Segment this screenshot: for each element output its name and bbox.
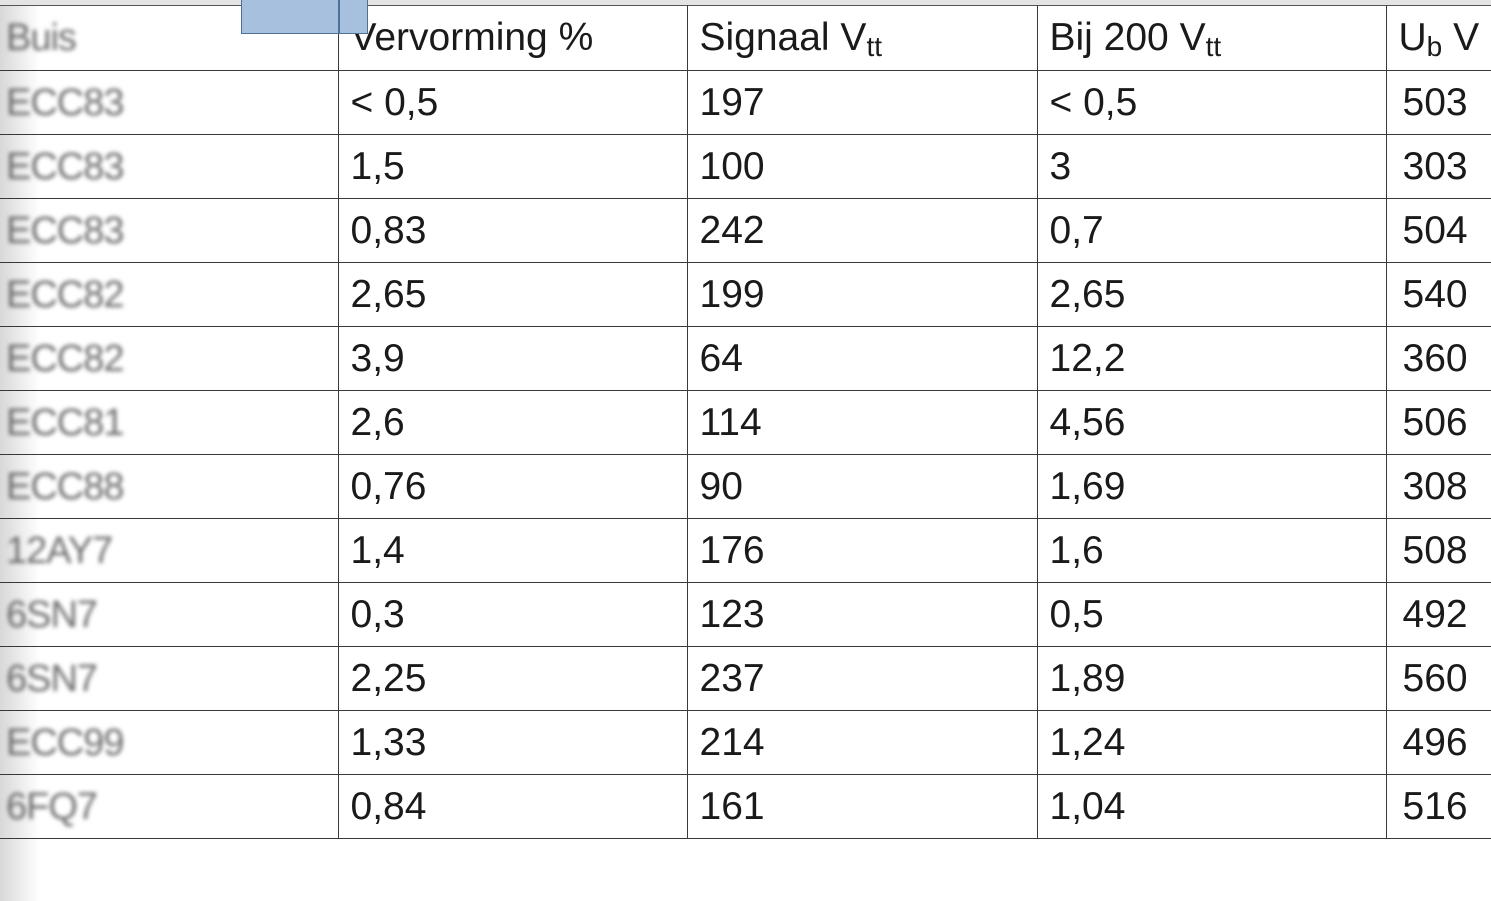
cell-signal: 100 (686, 134, 1038, 199)
cell-at-200: 2,65 (1036, 262, 1387, 327)
cell-at-200: 4,56 (1036, 390, 1387, 455)
cell-at-200: 1,89 (1036, 646, 1387, 711)
cell-distortion: 1,4 (337, 518, 688, 583)
cell-distortion: 0,76 (337, 454, 688, 519)
table-row: 6SN7 0,3 123 0,5 492 (0, 582, 1491, 647)
cell-signal: 161 (686, 774, 1038, 839)
marker-divider (338, 0, 340, 34)
cell-at-200: 1,6 (1036, 518, 1387, 583)
cell-distortion: 2,6 (337, 390, 688, 455)
distortion-table: Buis Vervorming % Signaal Vtt Bij 200 Vt… (0, 5, 1491, 839)
cell-tube: 6SN7 (0, 646, 339, 711)
table-row: ECC99 1,33 214 1,24 496 (0, 710, 1491, 775)
cell-ub: 360 (1385, 326, 1491, 391)
cell-ub: 508 (1385, 518, 1491, 583)
cell-tube: ECC82 (0, 262, 339, 327)
cell-tube: 12AY7 (0, 518, 339, 583)
cell-at-200: 0,5 (1036, 582, 1387, 647)
cell-distortion: 2,25 (337, 646, 688, 711)
highlight-marker (241, 0, 368, 34)
header-at-200: Bij 200 Vtt (1036, 5, 1387, 71)
cell-ub: 506 (1385, 390, 1491, 455)
cell-signal: 123 (686, 582, 1038, 647)
cell-tube: ECC81 (0, 390, 339, 455)
header-ub: Ub V (1385, 5, 1491, 71)
cell-tube: 6SN7 (0, 582, 339, 647)
cell-ub: 492 (1385, 582, 1491, 647)
table-row: 12AY7 1,4 176 1,6 508 (0, 518, 1491, 583)
cell-tube: ECC82 (0, 326, 339, 391)
cell-distortion: < 0,5 (337, 70, 688, 135)
cell-signal: 64 (686, 326, 1038, 391)
cell-ub: 516 (1385, 774, 1491, 839)
cell-signal: 197 (686, 70, 1038, 135)
cell-signal: 199 (686, 262, 1038, 327)
cell-tube: ECC83 (0, 198, 339, 263)
cell-at-200: 3 (1036, 134, 1387, 199)
cell-at-200: 0,7 (1036, 198, 1387, 263)
table-row: ECC82 3,9 64 12,2 360 (0, 326, 1491, 391)
cell-distortion: 1,33 (337, 710, 688, 775)
cell-signal: 237 (686, 646, 1038, 711)
table-row: ECC88 0,76 90 1,69 308 (0, 454, 1491, 519)
cell-at-200: 12,2 (1036, 326, 1387, 391)
table-row: ECC82 2,65 199 2,65 540 (0, 262, 1491, 327)
cell-signal: 214 (686, 710, 1038, 775)
cell-signal: 176 (686, 518, 1038, 583)
cell-tube: ECC83 (0, 134, 339, 199)
cell-distortion: 0,84 (337, 774, 688, 839)
cell-ub: 496 (1385, 710, 1491, 775)
table-row: 6FQ7 0,84 161 1,04 516 (0, 774, 1491, 839)
cell-distortion: 0,3 (337, 582, 688, 647)
cell-at-200: 1,24 (1036, 710, 1387, 775)
cell-at-200: 1,04 (1036, 774, 1387, 839)
cell-ub: 303 (1385, 134, 1491, 199)
header-distortion: Vervorming % (337, 5, 688, 71)
cell-distortion: 3,9 (337, 326, 688, 391)
cell-distortion: 0,83 (337, 198, 688, 263)
table-body: ECC83 < 0,5 197 < 0,5 503 ECC83 1,5 100 3 303 ECC8… (0, 70, 1491, 839)
table-row: ECC83 1,5 100 3 303 (0, 134, 1491, 199)
cell-signal: 114 (686, 390, 1038, 455)
cell-at-200: < 0,5 (1036, 70, 1387, 135)
cell-ub: 504 (1385, 198, 1491, 263)
cell-tube: 6FQ7 (0, 774, 339, 839)
table-row: ECC83 < 0,5 197 < 0,5 503 (0, 70, 1491, 135)
header-signal: Signaal Vtt (686, 5, 1038, 71)
cell-ub: 560 (1385, 646, 1491, 711)
cell-at-200: 1,69 (1036, 454, 1387, 519)
scan-top-edge (0, 0, 1491, 6)
cell-distortion: 2,65 (337, 262, 688, 327)
cell-ub: 308 (1385, 454, 1491, 519)
table-row: ECC81 2,6 114 4,56 506 (0, 390, 1491, 455)
header-row: Buis Vervorming % Signaal Vtt Bij 200 Vt… (0, 5, 1491, 71)
table-row: 6SN7 2,25 237 1,89 560 (0, 646, 1491, 711)
cell-tube: ECC88 (0, 454, 339, 519)
table-row: ECC83 0,83 242 0,7 504 (0, 198, 1491, 263)
cell-ub: 540 (1385, 262, 1491, 327)
cell-signal: 242 (686, 198, 1038, 263)
cell-tube: ECC99 (0, 710, 339, 775)
cell-distortion: 1,5 (337, 134, 688, 199)
cell-signal: 90 (686, 454, 1038, 519)
cell-tube: ECC83 (0, 70, 339, 135)
cell-ub: 503 (1385, 70, 1491, 135)
